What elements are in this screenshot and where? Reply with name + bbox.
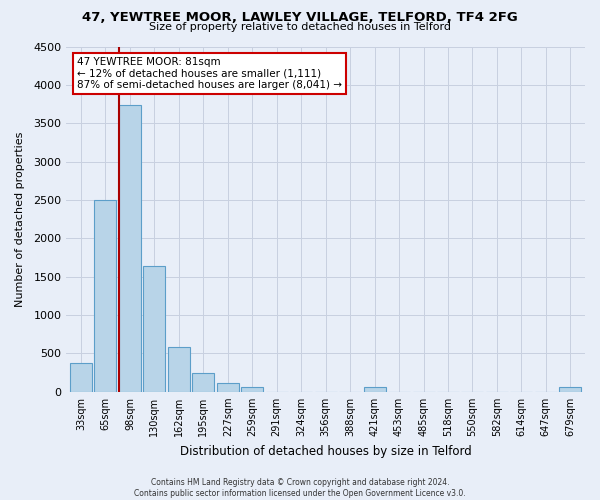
Bar xyxy=(193,374,214,392)
Bar xyxy=(119,105,141,392)
Bar xyxy=(559,387,581,392)
Bar xyxy=(364,387,386,392)
Text: 47, YEWTREE MOOR, LAWLEY VILLAGE, TELFORD, TF4 2FG: 47, YEWTREE MOOR, LAWLEY VILLAGE, TELFOR… xyxy=(82,11,518,24)
X-axis label: Distribution of detached houses by size in Telford: Distribution of detached houses by size … xyxy=(180,444,472,458)
Bar xyxy=(94,200,116,392)
Bar xyxy=(70,363,92,392)
Bar xyxy=(143,266,166,392)
Text: Size of property relative to detached houses in Telford: Size of property relative to detached ho… xyxy=(149,22,451,32)
Bar xyxy=(168,346,190,392)
Y-axis label: Number of detached properties: Number of detached properties xyxy=(15,132,25,307)
Text: 47 YEWTREE MOOR: 81sqm
← 12% of detached houses are smaller (1,111)
87% of semi-: 47 YEWTREE MOOR: 81sqm ← 12% of detached… xyxy=(77,57,341,90)
Bar xyxy=(241,387,263,392)
Bar xyxy=(217,384,239,392)
Text: Contains HM Land Registry data © Crown copyright and database right 2024.
Contai: Contains HM Land Registry data © Crown c… xyxy=(134,478,466,498)
